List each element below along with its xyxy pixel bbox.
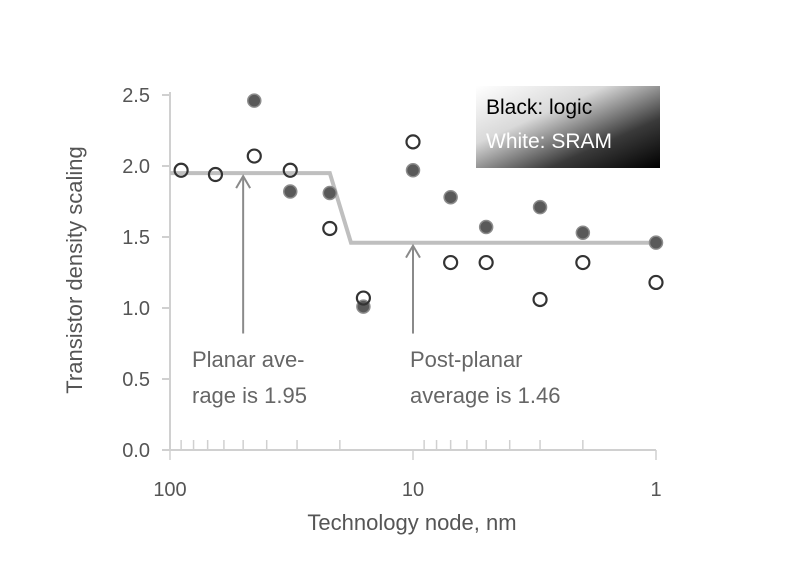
annotations: Planar ave-rage is 1.95 Post-planar averag… <box>192 174 560 408</box>
legend: Black: logic White: SRAM <box>476 86 660 168</box>
legend-logic-label: Black: logic <box>486 96 592 119</box>
sram-point <box>575 254 591 271</box>
logic-point <box>478 219 494 235</box>
y-tick-label: 0.5 <box>122 369 150 391</box>
annotation-text: Post-planar <box>410 347 523 372</box>
annotation-text: rage is 1.95 <box>192 383 307 408</box>
sram-point <box>322 220 338 237</box>
sram-point <box>207 166 224 183</box>
sram-point <box>443 254 459 271</box>
logic-point <box>282 184 298 199</box>
y-tick-label: 2.0 <box>122 156 150 178</box>
logic-point <box>247 93 262 108</box>
legend-box <box>476 86 660 168</box>
logic-point <box>575 225 591 240</box>
logic-point <box>405 163 421 178</box>
sram-point <box>478 254 494 271</box>
average-line <box>170 171 656 245</box>
annotation-text: average is 1.46 <box>410 383 560 408</box>
y-tick-label: 1.5 <box>122 227 150 249</box>
y-tick-label: 1.0 <box>122 298 150 320</box>
sram-point <box>355 290 371 306</box>
x-axis-title: Technology node, nm <box>307 510 516 535</box>
average-step-line <box>170 171 656 245</box>
annotation-arrow-head <box>235 174 252 189</box>
y-axis-ticks: 2.5 2.0 1.5 1.0 0.5 0.0 <box>122 85 170 462</box>
legend-sram-label: White: SRAM <box>486 130 612 153</box>
sram-point <box>532 291 548 308</box>
annotation-text: Planar ave- <box>192 347 305 372</box>
sram-point <box>246 148 262 164</box>
sram-point <box>173 162 189 178</box>
x-tick-label: 1 <box>650 479 661 501</box>
data-points <box>173 93 664 314</box>
logic-point <box>322 185 338 201</box>
logic-point <box>532 199 548 215</box>
y-tick-label: 2.5 <box>122 85 150 107</box>
y-axis-title: Transistor density scaling <box>62 146 87 393</box>
logic-point <box>443 189 458 205</box>
x-tick-label: 100 <box>153 479 186 501</box>
axes: 2.5 2.0 1.5 1.0 0.5 0.0 100 10 1 <box>122 85 661 501</box>
sram-point <box>282 162 298 178</box>
logic-point <box>648 235 664 250</box>
x-axis-ticks: 100 10 1 <box>153 440 662 501</box>
x-tick-label: 10 <box>402 479 424 501</box>
y-tick-label: 0.0 <box>122 440 150 462</box>
sram-point <box>648 274 664 291</box>
annotation-arrow-head <box>405 243 421 259</box>
sram-point <box>405 134 421 150</box>
